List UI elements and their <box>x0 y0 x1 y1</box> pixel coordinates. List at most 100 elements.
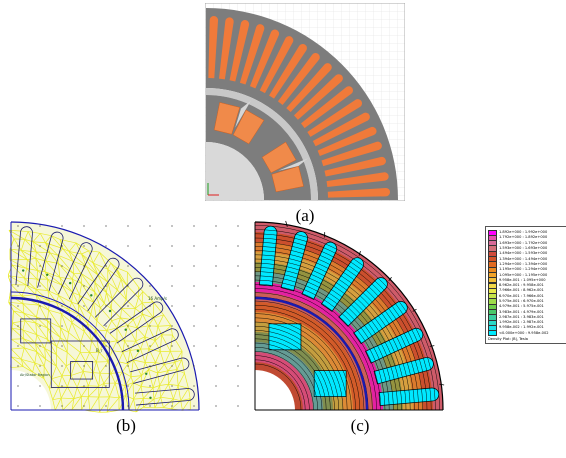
mesh-edge <box>130 359 134 377</box>
mesh-edge <box>71 371 84 376</box>
legend-range-label: 6.970e-001 : 7.966e-001 <box>499 293 544 298</box>
mesh-edge <box>111 320 118 329</box>
mesh-edge <box>43 378 50 389</box>
mesh-edge <box>176 359 183 370</box>
mesh-edge <box>36 289 48 291</box>
flux-line <box>254 246 419 411</box>
magnet-outline <box>20 318 52 344</box>
mesh-edge <box>157 325 171 327</box>
mesh-edge <box>80 273 96 293</box>
grid-dot <box>193 225 195 227</box>
grid-dot <box>83 285 85 287</box>
flux-line <box>254 338 327 411</box>
mesh-edge <box>122 350 131 353</box>
mesh-edge <box>143 398 155 408</box>
mesh-edge <box>85 352 90 362</box>
mesh-edge <box>140 348 146 363</box>
mesh-edge <box>174 362 178 370</box>
mesh-edge <box>135 327 138 342</box>
stator-slot <box>259 36 294 94</box>
stator-slot <box>324 156 386 177</box>
mesh-edge <box>60 398 64 411</box>
mesh-edge <box>80 331 85 343</box>
grid-dot <box>149 265 151 267</box>
grid-dot <box>39 325 41 327</box>
mesh-edge <box>107 262 112 270</box>
mesh-edge <box>23 313 26 321</box>
flux-line <box>254 279 386 411</box>
mesh-edge <box>59 239 70 252</box>
mesh-edge <box>125 395 134 400</box>
mesh-edge <box>176 369 179 386</box>
flux-line <box>254 321 344 411</box>
mesh-edge <box>71 322 85 332</box>
mesh-edge <box>71 322 82 343</box>
mesh-edge <box>47 320 61 329</box>
mesh-edge <box>79 352 86 362</box>
grid-dot <box>17 285 19 287</box>
flux-line <box>254 258 407 411</box>
legend-range-label: 1.095e+000 : 1.195e+000 <box>499 272 548 277</box>
mesh-edge <box>144 325 149 337</box>
mesh-edge <box>132 308 136 320</box>
mesh-edge <box>40 233 52 237</box>
grid-dot <box>39 305 41 307</box>
mesh-edge <box>99 361 109 374</box>
mesh-edge <box>159 351 165 365</box>
mesh-edge <box>109 396 120 399</box>
legend-range-label: 1.892e+000 : 1.992e+000 <box>499 230 548 235</box>
mesh-edge <box>117 289 127 300</box>
grid-dot <box>127 385 129 387</box>
mesh-edge <box>83 371 94 373</box>
grid-dot <box>149 345 151 347</box>
mesh-edge <box>47 320 61 338</box>
mesh-edge <box>23 312 37 318</box>
mesh-edge <box>39 233 46 243</box>
caption-a: (a) <box>295 206 315 225</box>
flux-line <box>254 317 348 411</box>
mesh-edge <box>87 323 92 341</box>
flux-line <box>254 342 323 411</box>
mesh-edge <box>72 273 74 280</box>
mesh-edge <box>157 314 164 327</box>
mesh-edge <box>87 314 92 324</box>
flux-line <box>254 292 373 411</box>
mesh-edge <box>67 386 75 399</box>
slot-low-field <box>338 277 388 327</box>
legend-range-label: 4.979e-001 : 5.975e-001 <box>499 304 544 309</box>
flux-line <box>254 237 428 411</box>
mesh-edge <box>96 320 108 331</box>
mesh-edge <box>104 303 112 309</box>
mesh-edge <box>35 343 38 352</box>
grid-dot <box>61 345 63 347</box>
mesh-edge <box>181 359 185 374</box>
mesh-edge <box>142 301 154 304</box>
mesh-edge <box>61 365 67 376</box>
mesh-edge <box>153 385 160 400</box>
mesh-edge <box>13 310 24 314</box>
mesh-edge <box>11 356 24 367</box>
mesh-edge <box>36 251 51 254</box>
mesh-edge <box>144 336 150 350</box>
mesh-edge <box>133 348 141 361</box>
mesh-edge <box>159 383 169 386</box>
mesh-edge <box>48 387 54 400</box>
mesh-edge <box>44 347 57 356</box>
mesh-edge <box>141 369 149 376</box>
mesh-edge <box>11 264 25 279</box>
mesh-edge <box>161 325 172 336</box>
mesh-edge <box>160 396 174 400</box>
mesh-edge <box>49 300 57 303</box>
mesh-edge <box>45 260 61 278</box>
mesh-edge <box>35 343 46 360</box>
mesh-edge <box>148 348 156 363</box>
flux-density-plot <box>254 220 445 411</box>
slot-node <box>22 269 25 272</box>
mesh-edge <box>83 331 92 342</box>
stator-slot <box>326 172 389 187</box>
mesh-edge <box>32 362 36 373</box>
legend-row: <0.000e+000 : 9.958e-002 <box>486 330 566 337</box>
mesh-edge <box>171 400 181 410</box>
grid-dot <box>83 305 85 307</box>
legend-range-label: 3.983e-001 : 4.979e-001 <box>499 309 544 314</box>
